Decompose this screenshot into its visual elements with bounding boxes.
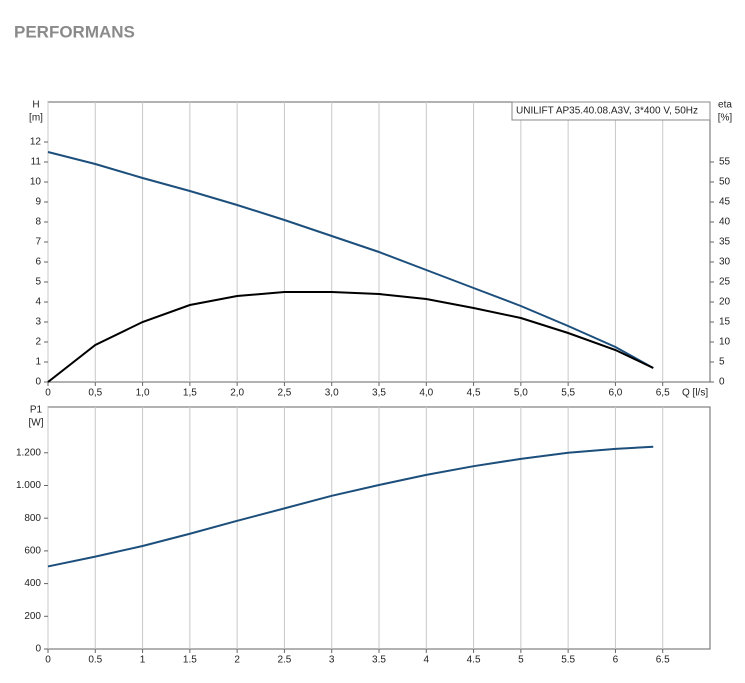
y-tick-label: 12 bbox=[30, 137, 42, 148]
y-tick-label: 1 bbox=[35, 357, 41, 368]
page-title: PERFORMANS bbox=[14, 22, 135, 41]
y-tick-label: 3 bbox=[35, 317, 41, 328]
x-tick-label: 1,5 bbox=[183, 388, 197, 399]
y-tick-label: 10 bbox=[30, 177, 42, 188]
x-tick-label: 1.5 bbox=[183, 655, 197, 666]
y2-tick-label: 40 bbox=[719, 217, 731, 228]
y-tick-label: 11 bbox=[31, 157, 42, 168]
y-tick-label: 6 bbox=[35, 257, 41, 268]
x-axis-label: Q [l/s] bbox=[682, 388, 708, 399]
x-tick-label: 2,5 bbox=[277, 388, 291, 399]
series-line bbox=[47, 151, 654, 369]
y2-tick-label: 25 bbox=[719, 277, 731, 288]
annotation-box bbox=[511, 101, 711, 121]
y-axis-label: H bbox=[32, 100, 39, 111]
x-tick-label: 4,5 bbox=[467, 388, 481, 399]
x-tick-label: 5 bbox=[518, 655, 524, 666]
y2-tick-label: 35 bbox=[719, 237, 731, 248]
x-tick-label: 0.5 bbox=[88, 655, 102, 666]
y-tick-label: 9 bbox=[35, 197, 41, 208]
x-tick-label: 1,0 bbox=[136, 388, 150, 399]
x-tick-label: 6.5 bbox=[656, 655, 670, 666]
x-tick-label: 4 bbox=[424, 655, 430, 666]
y2-tick-label: 0 bbox=[719, 377, 725, 388]
x-tick-label: 4,0 bbox=[419, 388, 433, 399]
x-tick-label: 4.5 bbox=[467, 655, 481, 666]
y2-tick-label: 45 bbox=[719, 197, 731, 208]
x-tick-label: 3,0 bbox=[325, 388, 339, 399]
x-tick-label: 5,5 bbox=[561, 388, 575, 399]
x-tick-label: 6,0 bbox=[608, 388, 622, 399]
y-axis-unit: [W] bbox=[29, 418, 44, 429]
x-tick-label: 2 bbox=[234, 655, 240, 666]
y-tick-label: 200 bbox=[24, 611, 41, 622]
x-tick-label: 5,0 bbox=[514, 388, 528, 399]
x-tick-label: 0 bbox=[45, 655, 51, 666]
y-tick-label: 1.000 bbox=[16, 480, 41, 491]
x-tick-label: 3.5 bbox=[372, 655, 386, 666]
y-tick-label: 0 bbox=[35, 644, 41, 655]
y2-axis-label: eta bbox=[718, 100, 732, 111]
x-tick-label: 6,5 bbox=[656, 388, 670, 399]
x-tick-label: 6 bbox=[613, 655, 619, 666]
series-line bbox=[47, 291, 654, 383]
y2-tick-label: 55 bbox=[719, 157, 731, 168]
y-tick-label: 4 bbox=[35, 297, 41, 308]
x-tick-label: 5.5 bbox=[561, 655, 575, 666]
y-tick-label: 7 bbox=[35, 237, 41, 248]
x-tick-label: 2.5 bbox=[277, 655, 291, 666]
x-tick-label: 3 bbox=[329, 655, 335, 666]
y-tick-label: 400 bbox=[24, 578, 41, 589]
y2-tick-label: 10 bbox=[719, 337, 731, 348]
y-tick-label: 1.200 bbox=[16, 447, 41, 458]
y2-axis-unit: [%] bbox=[718, 113, 733, 124]
y-tick-label: 8 bbox=[35, 217, 41, 228]
y-tick-label: 600 bbox=[24, 546, 41, 557]
x-tick-label: 3,5 bbox=[372, 388, 386, 399]
y2-tick-label: 15 bbox=[719, 317, 731, 328]
x-tick-label: 0 bbox=[45, 388, 51, 399]
y2-tick-label: 5 bbox=[719, 357, 725, 368]
y2-tick-label: 30 bbox=[719, 257, 731, 268]
y-axis-unit: [m] bbox=[29, 113, 43, 124]
y-tick-label: 800 bbox=[24, 513, 41, 524]
x-tick-label: 2,0 bbox=[230, 388, 244, 399]
y2-tick-label: 50 bbox=[719, 177, 731, 188]
series-line bbox=[47, 445, 654, 568]
x-tick-label: 0,5 bbox=[88, 388, 102, 399]
y-tick-label: 5 bbox=[35, 277, 41, 288]
y-axis-label: P1 bbox=[30, 405, 43, 416]
annotation: UNILIFT AP35.40.08.A3V, 3*400 V, 50Hz bbox=[516, 106, 698, 117]
y-tick-label: 0 bbox=[35, 377, 41, 388]
y-tick-label: 2 bbox=[35, 337, 41, 348]
y2-tick-label: 20 bbox=[719, 297, 731, 308]
x-tick-label: 1 bbox=[140, 655, 146, 666]
